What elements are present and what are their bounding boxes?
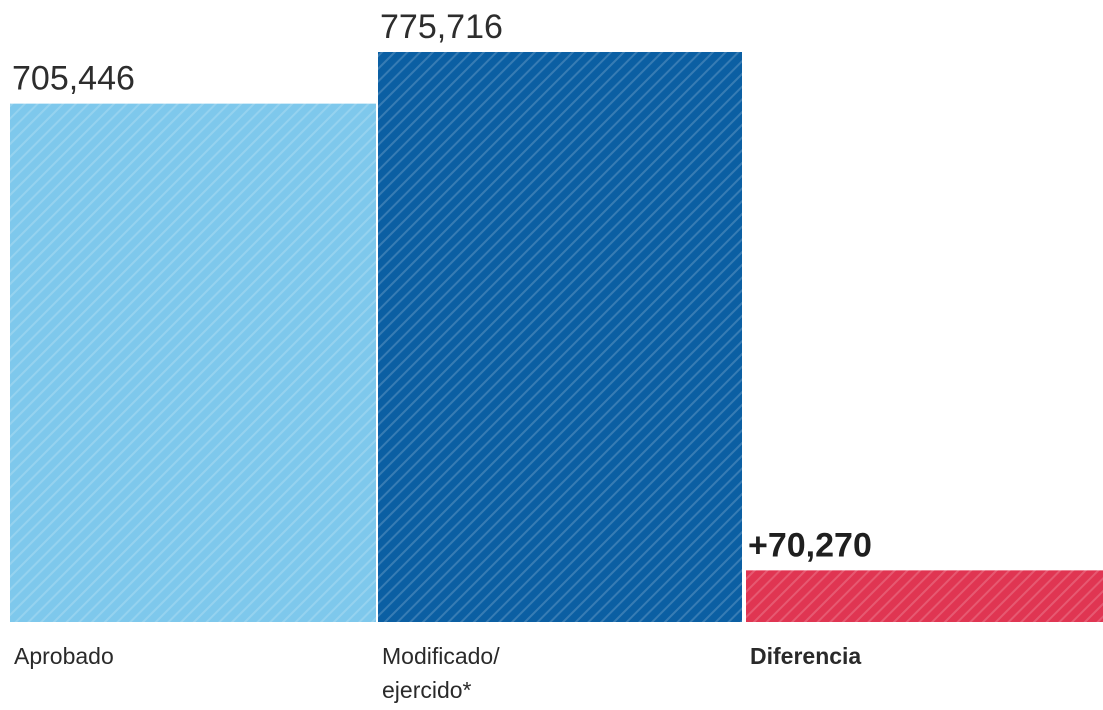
value-label-modificado-ejercido: 775,716 [380,8,503,46]
category-label-diferencia: Diferencia [750,643,861,669]
bar-diferencia [746,570,1103,622]
value-labels-layer: 705,446 775,716 +70,270 [12,8,872,564]
category-label-modificado-ejercido: Modificado/ejercido* [382,643,500,703]
category-labels-layer: Aprobado Modificado/ejercido* Diferencia [14,643,861,703]
bar-aprobado [10,103,376,622]
category-label-aprobado: Aprobado [14,643,114,669]
bar-modificado-ejercido [378,52,742,622]
value-label-aprobado: 705,446 [12,60,135,98]
value-label-diferencia: +70,270 [748,526,872,564]
bars-layer [10,52,1103,622]
